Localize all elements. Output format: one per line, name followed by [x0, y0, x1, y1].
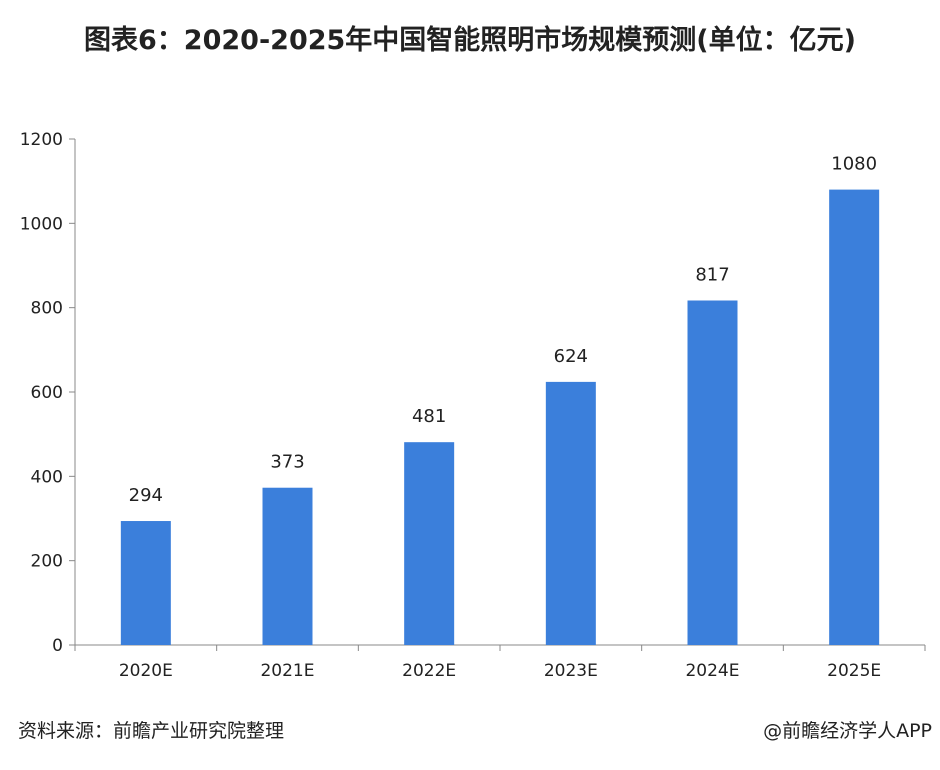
credit-label: @前瞻经济学人APP: [763, 720, 932, 742]
bar-2021E: [262, 487, 313, 645]
y-tick-label: 600: [31, 383, 63, 403]
bar-2022E: [404, 442, 455, 645]
bar-2024E: [687, 300, 738, 645]
bar-value-label: 624: [554, 346, 588, 367]
y-tick-label: 800: [31, 299, 63, 319]
y-tick-label: 1200: [20, 130, 63, 150]
bar-value-label: 817: [695, 264, 729, 285]
x-tick-label: 2022E: [402, 661, 456, 681]
bar-2023E: [545, 381, 596, 645]
x-tick-label: 2024E: [685, 661, 739, 681]
chart-title: 图表6：2020-2025年中国智能照明市场规模预测(单位：亿元): [0, 22, 940, 60]
bar-value-label: 1080: [831, 154, 877, 175]
bar-2020E: [120, 521, 171, 645]
x-tick-label: 2025E: [827, 661, 881, 681]
x-tick-label: 2023E: [544, 661, 598, 681]
y-tick-label: 0: [52, 636, 63, 656]
bar-value-label: 373: [270, 452, 304, 473]
x-tick-label: 2021E: [260, 661, 314, 681]
y-tick-label: 200: [31, 552, 63, 572]
y-tick-label: 1000: [20, 214, 63, 234]
bar-value-label: 294: [129, 485, 163, 506]
y-tick-label: 400: [31, 467, 63, 487]
x-tick-label: 2020E: [119, 661, 173, 681]
bar-2025E: [829, 189, 880, 645]
chart-title-text: 图表6：2020-2025年中国智能照明市场规模预测(单位：亿元): [84, 25, 856, 56]
bar-value-label: 481: [412, 406, 446, 427]
source-note: 资料来源：前瞻产业研究院整理: [18, 720, 285, 742]
